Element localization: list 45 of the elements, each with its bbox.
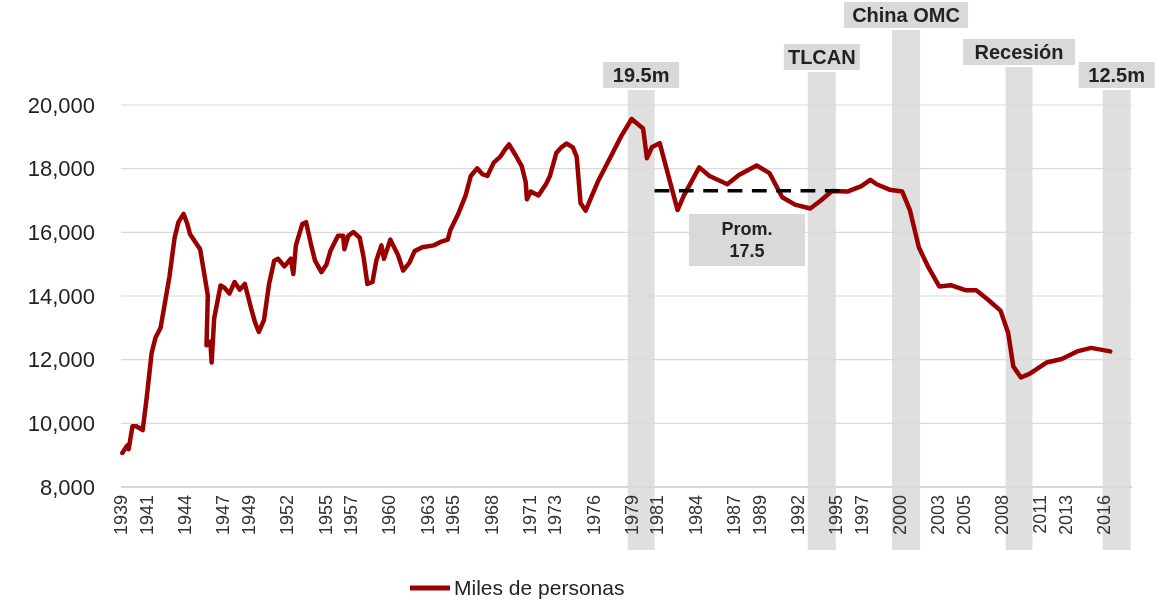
y-tick-label: 14,000	[27, 283, 95, 309]
x-tick-label: 1944	[175, 495, 196, 536]
y-tick-label: 18,000	[27, 156, 95, 182]
x-tick-label: 1949	[238, 495, 259, 536]
band-label: TLCAN	[787, 46, 856, 68]
line-series	[120, 116, 1113, 456]
x-tick-label: 2000	[889, 495, 910, 536]
x-tick-label: 2005	[953, 495, 974, 536]
y-tick-label: 16,000	[27, 220, 95, 246]
x-tick-label: 1992	[787, 495, 808, 536]
annotation: Prom. 17.5	[721, 219, 773, 261]
x-tick-label: 1989	[749, 495, 770, 536]
x-tick-label: 2011	[1030, 495, 1051, 534]
band-label: China OMC	[852, 4, 960, 26]
band-label: 19.5m	[612, 64, 670, 86]
y-tick-label: 20,000	[27, 92, 95, 118]
x-tick-label: 2013	[1055, 495, 1076, 536]
x-tick-label: 1976	[583, 495, 604, 536]
band-label: Recesión	[974, 41, 1064, 63]
x-tick-label: 1955	[315, 495, 336, 536]
x-tick-label: 2008	[992, 495, 1013, 536]
x-tick-label: 2016	[1094, 495, 1115, 536]
x-tick-label: 1997	[851, 495, 872, 536]
legend-label: Miles de personas	[454, 576, 625, 600]
y-tick-label: 10,000	[27, 411, 95, 437]
x-tick-label: 1987	[724, 495, 745, 536]
x-tick-label: 1947	[213, 495, 234, 536]
x-tick-label: 1979	[621, 495, 642, 536]
x-tick-label: 1952	[277, 495, 298, 536]
x-tick-label: 1960	[379, 495, 400, 536]
x-tick-label: 1981	[647, 495, 668, 536]
x-tick-label: 1939	[111, 495, 132, 536]
x-tick-label: 1965	[443, 495, 464, 536]
y-tick-label: 8,000	[39, 474, 95, 500]
x-tick-label: 1984	[685, 495, 706, 536]
x-tick-label: 1941	[136, 495, 157, 536]
x-tick-label: 2003	[928, 495, 949, 536]
y-tick-label: 12,000	[27, 347, 95, 373]
band-label: 12.5m	[1088, 64, 1146, 86]
x-tick-label: 1968	[481, 495, 502, 536]
x-tick-label: 1957	[341, 495, 362, 536]
x-tick-label: 1971	[519, 495, 540, 536]
x-tick-label: 1973	[545, 495, 566, 536]
x-tick-label: 1995	[826, 495, 847, 536]
x-tick-label: 1963	[417, 495, 438, 536]
